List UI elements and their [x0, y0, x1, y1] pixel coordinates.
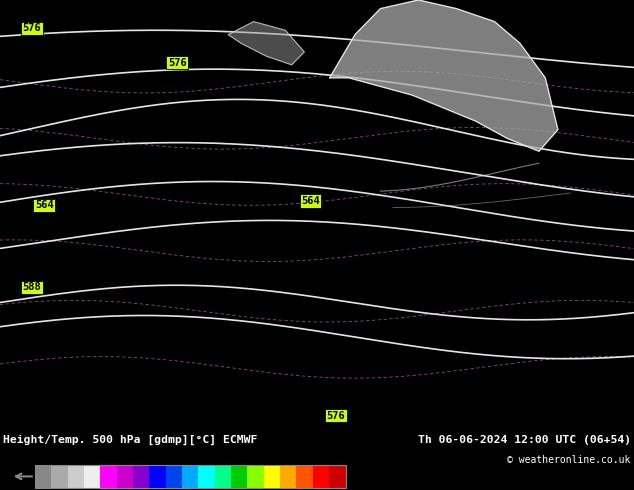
Polygon shape [228, 22, 304, 65]
Bar [68, 465, 84, 488]
Text: Th 06-06-2024 12:00 UTC (06+54): Th 06-06-2024 12:00 UTC (06+54) [418, 435, 631, 445]
Text: 564: 564 [35, 200, 54, 210]
Bar [35, 465, 51, 488]
Bar [215, 465, 231, 488]
Text: 588: 588 [22, 282, 41, 293]
Bar [231, 465, 247, 488]
Bar [264, 465, 280, 488]
Bar [247, 465, 264, 488]
Bar [297, 465, 313, 488]
Bar [100, 465, 117, 488]
Text: © weatheronline.co.uk: © weatheronline.co.uk [507, 455, 631, 465]
Bar [84, 465, 100, 488]
Text: Height/Temp. 500 hPa [gdmp][°C] ECMWF: Height/Temp. 500 hPa [gdmp][°C] ECMWF [3, 435, 257, 445]
Bar [150, 465, 165, 488]
Bar [198, 465, 215, 488]
Text: 576: 576 [327, 411, 346, 421]
Bar [313, 465, 329, 488]
Bar [51, 465, 68, 488]
Bar [280, 465, 297, 488]
Bar [117, 465, 133, 488]
Text: 576: 576 [168, 58, 187, 68]
Bar [165, 465, 182, 488]
Text: 564: 564 [301, 196, 320, 206]
Bar [133, 465, 150, 488]
Bar [182, 465, 198, 488]
Polygon shape [330, 0, 558, 151]
Text: 576: 576 [22, 23, 41, 33]
Bar [35, 465, 346, 488]
Bar [329, 465, 346, 488]
